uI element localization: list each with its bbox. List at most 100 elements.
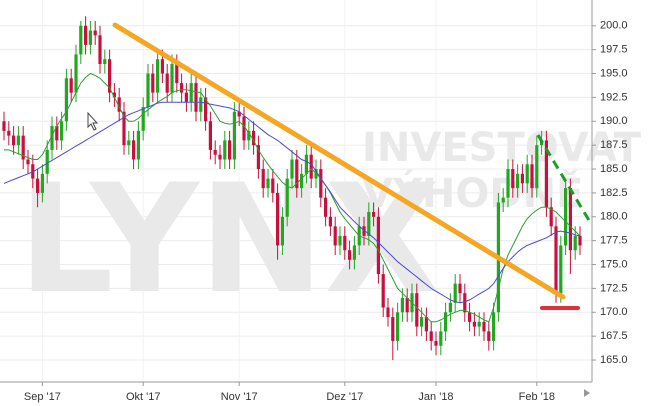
candle-body [290, 159, 294, 179]
candle-body [242, 116, 246, 141]
candle-body [194, 83, 198, 112]
candle-body [472, 321, 476, 327]
candle-body [319, 169, 323, 198]
candle-body [352, 245, 356, 260]
candle-body [501, 197, 505, 203]
candle-body [400, 297, 404, 313]
candle-body [314, 169, 318, 179]
candle-body [256, 145, 260, 170]
candle-body [343, 235, 347, 251]
candle-body [21, 135, 25, 160]
candle-body [26, 159, 30, 165]
watermark-line: INVESTOVAT [362, 125, 642, 171]
candle-body [84, 25, 88, 45]
y-tick-label: 195.0 [600, 67, 628, 79]
candle-body [218, 154, 222, 160]
y-tick-label: 180.0 [600, 211, 628, 223]
candle-body [285, 178, 289, 217]
candle-body [333, 226, 337, 246]
x-tick-label: Dez '17 [326, 391, 363, 403]
candle-body [88, 30, 92, 45]
candle-body [559, 245, 563, 294]
candle-body [165, 73, 169, 93]
candle-body [127, 140, 131, 146]
candle-body [535, 145, 539, 189]
candle-body [405, 297, 409, 313]
candle-body [328, 216, 332, 227]
scroll-arrow[interactable] [584, 389, 590, 397]
candle-body [391, 317, 395, 341]
candle-body [175, 63, 179, 84]
candle-body [448, 302, 452, 313]
candle-body [458, 283, 462, 294]
candle-body [160, 59, 164, 74]
candle-body [309, 154, 313, 179]
candle-body [223, 140, 227, 160]
candle-body [516, 173, 520, 189]
candle-body [103, 59, 107, 64]
candle-body [7, 130, 11, 136]
y-tick-label: 177.5 [600, 235, 628, 247]
candle-body [208, 121, 212, 150]
candle-body [372, 212, 376, 217]
candle-body [530, 164, 534, 189]
x-tick-label: Okt '17 [126, 391, 161, 403]
candle-body [64, 78, 68, 122]
moving-average-line [4, 72, 581, 323]
candle-body [141, 106, 145, 131]
candle-body [98, 35, 102, 64]
candle-body [463, 293, 467, 313]
candle-body [199, 97, 203, 112]
candle-body [468, 312, 472, 322]
candle-body [271, 178, 275, 193]
candle-body [12, 135, 16, 146]
candle-body [69, 78, 73, 93]
candle-body [477, 321, 481, 327]
candle-body [487, 331, 491, 341]
candle-body [60, 121, 64, 141]
y-tick-label: 172.5 [600, 282, 628, 294]
candle-body [247, 130, 251, 141]
y-tick-label: 167.5 [600, 330, 628, 342]
y-tick-label: 190.0 [600, 115, 628, 127]
candle-body [122, 111, 126, 146]
candle-body [578, 235, 582, 246]
candle-body [304, 154, 308, 174]
candle-body [453, 283, 457, 303]
trend-line-dashed [536, 134, 592, 223]
candle-body [444, 312, 448, 332]
candle-body [386, 307, 390, 318]
candle-body [184, 92, 188, 103]
y-tick-label: 197.5 [600, 44, 628, 56]
candle-body [492, 312, 496, 341]
candle-body [295, 159, 299, 189]
candle-body [237, 111, 241, 117]
candle-body [482, 321, 486, 332]
candle-body [79, 25, 83, 55]
y-tick-label: 165.0 [600, 354, 628, 366]
candle-body [45, 149, 49, 174]
candle-body [108, 59, 112, 93]
candle-body [324, 197, 328, 217]
candle-body [232, 111, 236, 160]
candle-body [146, 73, 150, 107]
moving-average-line [3, 101, 581, 304]
y-tick-label: 182.5 [600, 187, 628, 199]
x-tick-label: Nov '17 [221, 391, 258, 403]
candle-body [280, 216, 284, 246]
candle-body [348, 250, 352, 260]
candle-body [156, 59, 160, 93]
candle-body [439, 331, 443, 346]
candle-body [228, 140, 232, 160]
trend-line [112, 22, 566, 300]
candle-body [300, 173, 304, 189]
x-tick-label: Feb '18 [519, 391, 555, 403]
candle-body [36, 178, 40, 193]
x-tick-label: Sep '17 [24, 391, 61, 403]
candle-body [376, 216, 380, 275]
candle-body [189, 83, 193, 103]
candle-body [415, 293, 419, 327]
x-tick-label: Jan '18 [418, 391, 453, 403]
candle-body [112, 92, 116, 98]
candle-body [506, 169, 510, 198]
